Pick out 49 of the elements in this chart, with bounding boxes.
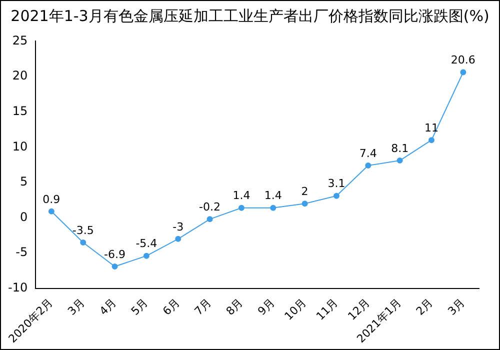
- data-label: -3: [172, 220, 184, 234]
- data-label: -0.2: [199, 200, 221, 214]
- x-tick-label: 10月: [282, 296, 309, 323]
- point: [302, 200, 308, 207]
- y-tick-label: 0: [20, 210, 28, 224]
- x-tick-label: 4月: [97, 296, 119, 318]
- x-tick-label: 12月: [345, 296, 372, 323]
- y-tick-label: 5: [20, 174, 28, 189]
- x-tick-label: 2月: [414, 296, 436, 318]
- x-tick-label: 3月: [445, 296, 468, 318]
- data-label: 3.1: [328, 177, 346, 190]
- x-tick-label: 11月: [314, 296, 341, 323]
- data-label: -3.5: [72, 224, 94, 237]
- data-label: 11: [424, 121, 438, 134]
- point: [428, 137, 434, 144]
- point: [175, 236, 182, 242]
- x-tick-label: 9月: [255, 296, 278, 318]
- data-label: -5.4: [136, 237, 158, 250]
- data-label: 0.9: [42, 192, 60, 206]
- data-label: 2: [301, 184, 308, 198]
- point: [206, 216, 213, 222]
- x-tick-label: 7月: [192, 296, 214, 318]
- y-tick-label: 10: [12, 139, 28, 154]
- point: [460, 69, 466, 76]
- data-label: 8.1: [391, 142, 409, 155]
- data-label: 1.4: [232, 189, 250, 202]
- data-label: 1.4: [264, 189, 282, 202]
- data-label: 20.6: [450, 54, 476, 67]
- point: [48, 208, 54, 214]
- point: [80, 239, 86, 246]
- y-tick-label: -10: [8, 280, 28, 294]
- point: [112, 263, 118, 270]
- x-tick-label: 3月: [65, 296, 88, 318]
- point: [396, 158, 403, 164]
- point: [238, 204, 244, 211]
- point: [333, 192, 340, 199]
- y-tick-label: 15: [12, 104, 28, 118]
- y-tick-label: -5: [16, 245, 28, 260]
- data-label: 7.4: [359, 146, 377, 160]
- x-tick-label: 6月: [160, 296, 182, 318]
- point: [270, 204, 276, 211]
- data-label: -6.9: [104, 248, 126, 261]
- y-tick-label: 25: [12, 33, 28, 48]
- x-tick-label: 5月: [128, 296, 151, 318]
- chart-title: 2021年1-3月有色金属压延加工工业生产者出厂价格指数同比涨跌图(%): [10, 7, 490, 26]
- point: [365, 162, 372, 168]
- x-tick-label: 8月: [224, 296, 246, 318]
- y-tick-label: 20: [12, 68, 28, 83]
- point: [143, 252, 150, 259]
